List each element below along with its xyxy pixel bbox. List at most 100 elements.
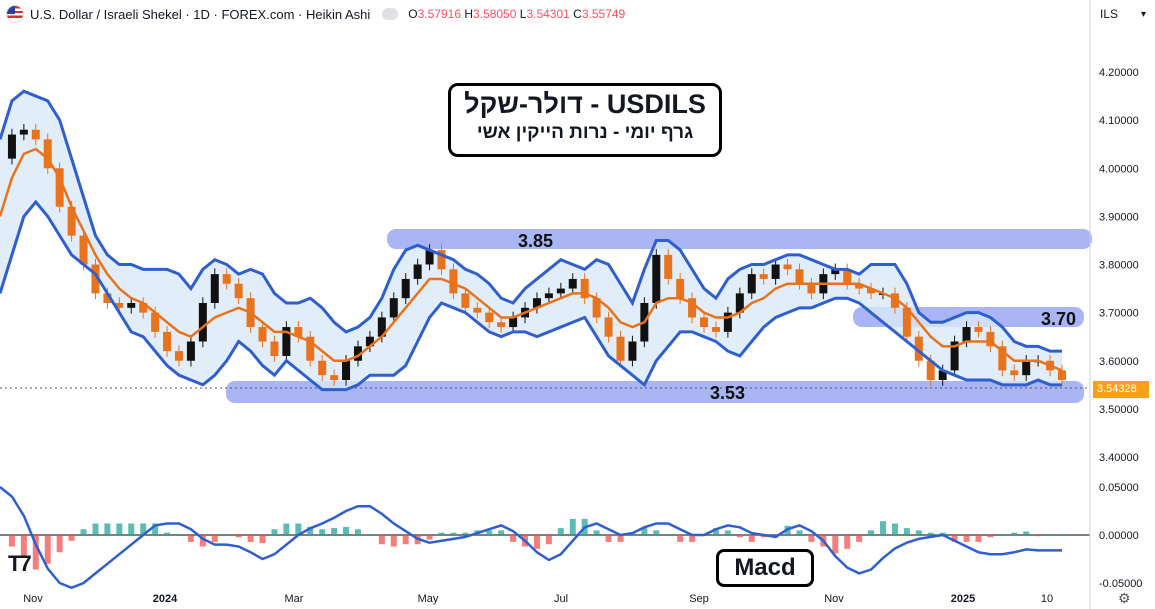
macd-histogram-bar — [426, 535, 433, 540]
macd-histogram-bar — [903, 528, 910, 535]
candle-body — [210, 274, 219, 303]
macd-histogram-bar — [987, 535, 994, 538]
macd-histogram-bar — [354, 529, 361, 535]
candle-body — [998, 346, 1007, 371]
candle-body — [401, 278, 410, 299]
macd-histogram-bar — [1011, 532, 1018, 535]
currency-selector[interactable]: ILS ▾ — [1092, 2, 1152, 26]
last-price-tag: 3.54328 — [1093, 381, 1149, 398]
indicator-lines — [0, 89, 1063, 392]
macd-tick-label: 0.05000 — [1099, 482, 1139, 494]
candle-body — [700, 317, 709, 328]
candle-body — [413, 264, 422, 279]
bollinger-upper-line — [0, 89, 1062, 353]
candle-body — [198, 303, 207, 342]
candle-body — [222, 274, 231, 284]
time-tick-label: 10 — [1041, 593, 1053, 605]
macd-histogram-bar — [187, 535, 194, 542]
chart-header: U.S. Dollar / Israeli Shekel · 1D · FORE… — [0, 0, 1090, 28]
time-tick-label: Jul — [554, 593, 568, 605]
macd-histogram-bar — [152, 523, 159, 535]
macd-histogram-bar — [44, 535, 51, 564]
tradingview-logo: T7 — [8, 551, 32, 576]
price-tick-label: 3.60000 — [1099, 356, 1139, 368]
macd-histogram-bar — [116, 523, 123, 535]
macd-histogram-bar — [808, 535, 815, 542]
candle-body — [127, 303, 136, 308]
macd-histogram-bar — [533, 535, 540, 549]
time-axis: Nov 2024 Mar May Jul Sep Nov 2025 10 — [23, 593, 1053, 605]
bollinger-fill — [0, 91, 1062, 390]
candle-body — [509, 317, 518, 328]
macd-histogram-bar — [999, 535, 1006, 536]
level-label-mid: 3.70 — [1041, 309, 1077, 329]
candle-body — [652, 254, 661, 303]
time-tick-label: Nov — [824, 593, 844, 605]
macd-histogram-bar — [677, 535, 684, 542]
macd-histogram-bar — [641, 528, 648, 535]
price-tick-label: 3.40000 — [1099, 452, 1139, 464]
candle-body — [831, 269, 840, 275]
candle-body — [31, 129, 40, 140]
candle-body — [855, 283, 864, 289]
macd-histogram-bar — [438, 532, 445, 535]
macd-histogram-bar — [92, 523, 99, 535]
candle-body — [962, 327, 971, 342]
price-tick-label: 4.00000 — [1099, 163, 1139, 175]
macd-histogram-bar — [868, 530, 875, 535]
macd-histogram-bar — [593, 530, 600, 535]
macd-histogram-bar — [951, 535, 958, 542]
ohlc-readout: O3.57916 H3.58050 L3.54301 C3.55749 — [408, 7, 626, 21]
macd-histogram-bar — [32, 535, 39, 570]
candle-body — [974, 327, 983, 332]
candle-body — [55, 168, 64, 207]
macd-histogram-bar — [128, 523, 135, 535]
candle-body — [234, 283, 243, 299]
chevron-down-icon: ▾ — [1140, 8, 1146, 20]
candle-body — [1022, 360, 1031, 376]
macd-histogram-bar — [8, 535, 15, 547]
candle-body — [747, 274, 756, 294]
candle-body — [43, 139, 52, 169]
macd-panel — [0, 486, 1090, 590]
candle-body — [807, 283, 816, 294]
candle-body — [568, 278, 577, 289]
candle-body — [389, 298, 398, 318]
support-zone-low — [226, 381, 1084, 403]
candle-body — [19, 129, 28, 135]
macd-histogram-bar — [343, 526, 350, 535]
candle-body — [425, 250, 434, 265]
candle-body — [604, 317, 613, 337]
macd-histogram-bar — [20, 535, 27, 559]
macd-tick-label: 0.00000 — [1099, 530, 1139, 542]
candle-body — [342, 360, 351, 380]
candle-body — [485, 312, 494, 323]
candle-body — [843, 269, 852, 284]
macd-histogram-bar — [975, 535, 982, 542]
candle-body — [783, 264, 792, 270]
macd-histogram-bar — [712, 528, 719, 535]
time-tick-label: 2025 — [951, 593, 975, 605]
macd-histogram-bar — [462, 532, 469, 535]
macd-histogram-bar — [498, 530, 505, 535]
time-tick-label: May — [418, 593, 439, 605]
macd-histogram-bar — [927, 532, 934, 535]
symbol-title[interactable]: U.S. Dollar / Israeli Shekel · 1D · FORE… — [30, 6, 371, 22]
macd-histogram-bar — [235, 535, 242, 538]
settings-gear-icon[interactable]: ⚙ — [1118, 590, 1131, 606]
macd-histogram-bar — [832, 535, 839, 554]
candle-body — [628, 341, 637, 361]
candle-body — [688, 298, 697, 318]
chart-subtitle: גרף יומי - נרות הייקין אשי — [476, 122, 694, 143]
candle-body — [676, 278, 685, 299]
visibility-toggle-icon[interactable] — [382, 8, 399, 20]
time-tick-label: Sep — [689, 593, 709, 605]
macd-histogram-bar — [856, 535, 863, 542]
candle-body — [544, 293, 553, 299]
candle-body — [580, 278, 589, 299]
candle-body — [115, 303, 124, 308]
candle-body — [938, 370, 947, 380]
moving-average-line — [0, 147, 1063, 372]
candle-body — [592, 298, 601, 318]
